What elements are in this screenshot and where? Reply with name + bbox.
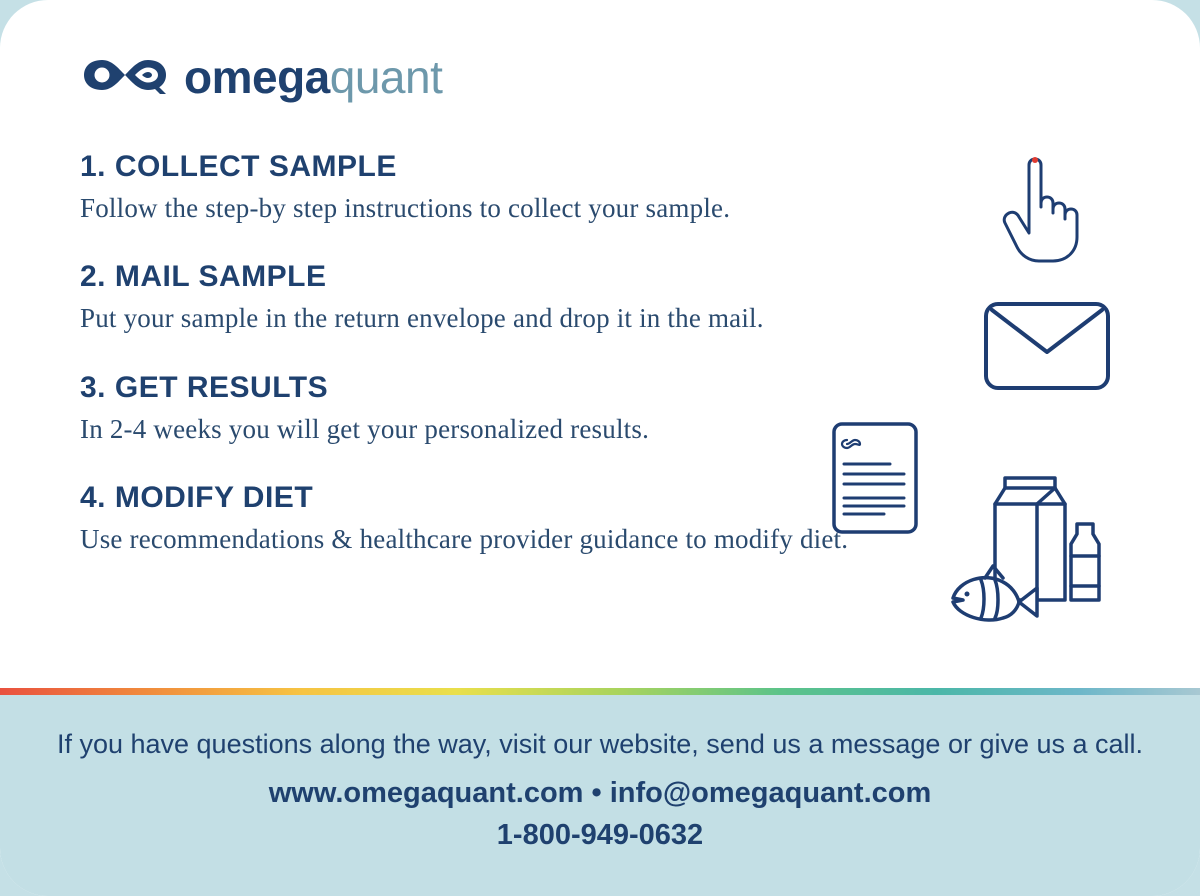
step-2: 2. MAIL SAMPLE Put your sample in the re… [80, 260, 980, 336]
step-title: 3. GET RESULTS [80, 371, 980, 405]
footer: If you have questions along the way, vis… [0, 695, 1200, 896]
brand-name: omegaquant [184, 50, 442, 104]
footer-email[interactable]: info@omegaquant.com [610, 777, 932, 809]
envelope-icon [982, 300, 1112, 397]
document-icon [830, 420, 920, 541]
rainbow-divider [0, 685, 1200, 695]
footer-contact: www.omegaquant.com • info@omegaquant.com… [40, 772, 1160, 856]
infinity-icon [80, 52, 170, 103]
separator: • [583, 777, 609, 809]
step-title: 1. COLLECT SAMPLE [80, 150, 980, 184]
food-icon [945, 460, 1115, 635]
step-desc: Put your sample in the return envelope a… [80, 300, 980, 336]
footer-message: If you have questions along the way, vis… [40, 725, 1160, 764]
brand-name-part1: omega [184, 51, 330, 103]
instruction-card: omegaquant 1. COLLECT SAMPLE Follow the … [0, 0, 1200, 896]
step-desc: Follow the step-by step instructions to … [80, 190, 980, 226]
brand-name-part2: quant [330, 51, 443, 103]
brand-logo: omegaquant [80, 50, 1120, 104]
step-1: 1. COLLECT SAMPLE Follow the step-by ste… [80, 150, 980, 226]
step-title: 2. MAIL SAMPLE [80, 260, 980, 294]
hand-finger-icon [1002, 155, 1080, 270]
footer-website[interactable]: www.omegaquant.com [269, 777, 584, 809]
main-content: omegaquant 1. COLLECT SAMPLE Follow the … [0, 0, 1200, 685]
footer-phone[interactable]: 1-800-949-0632 [497, 819, 703, 851]
